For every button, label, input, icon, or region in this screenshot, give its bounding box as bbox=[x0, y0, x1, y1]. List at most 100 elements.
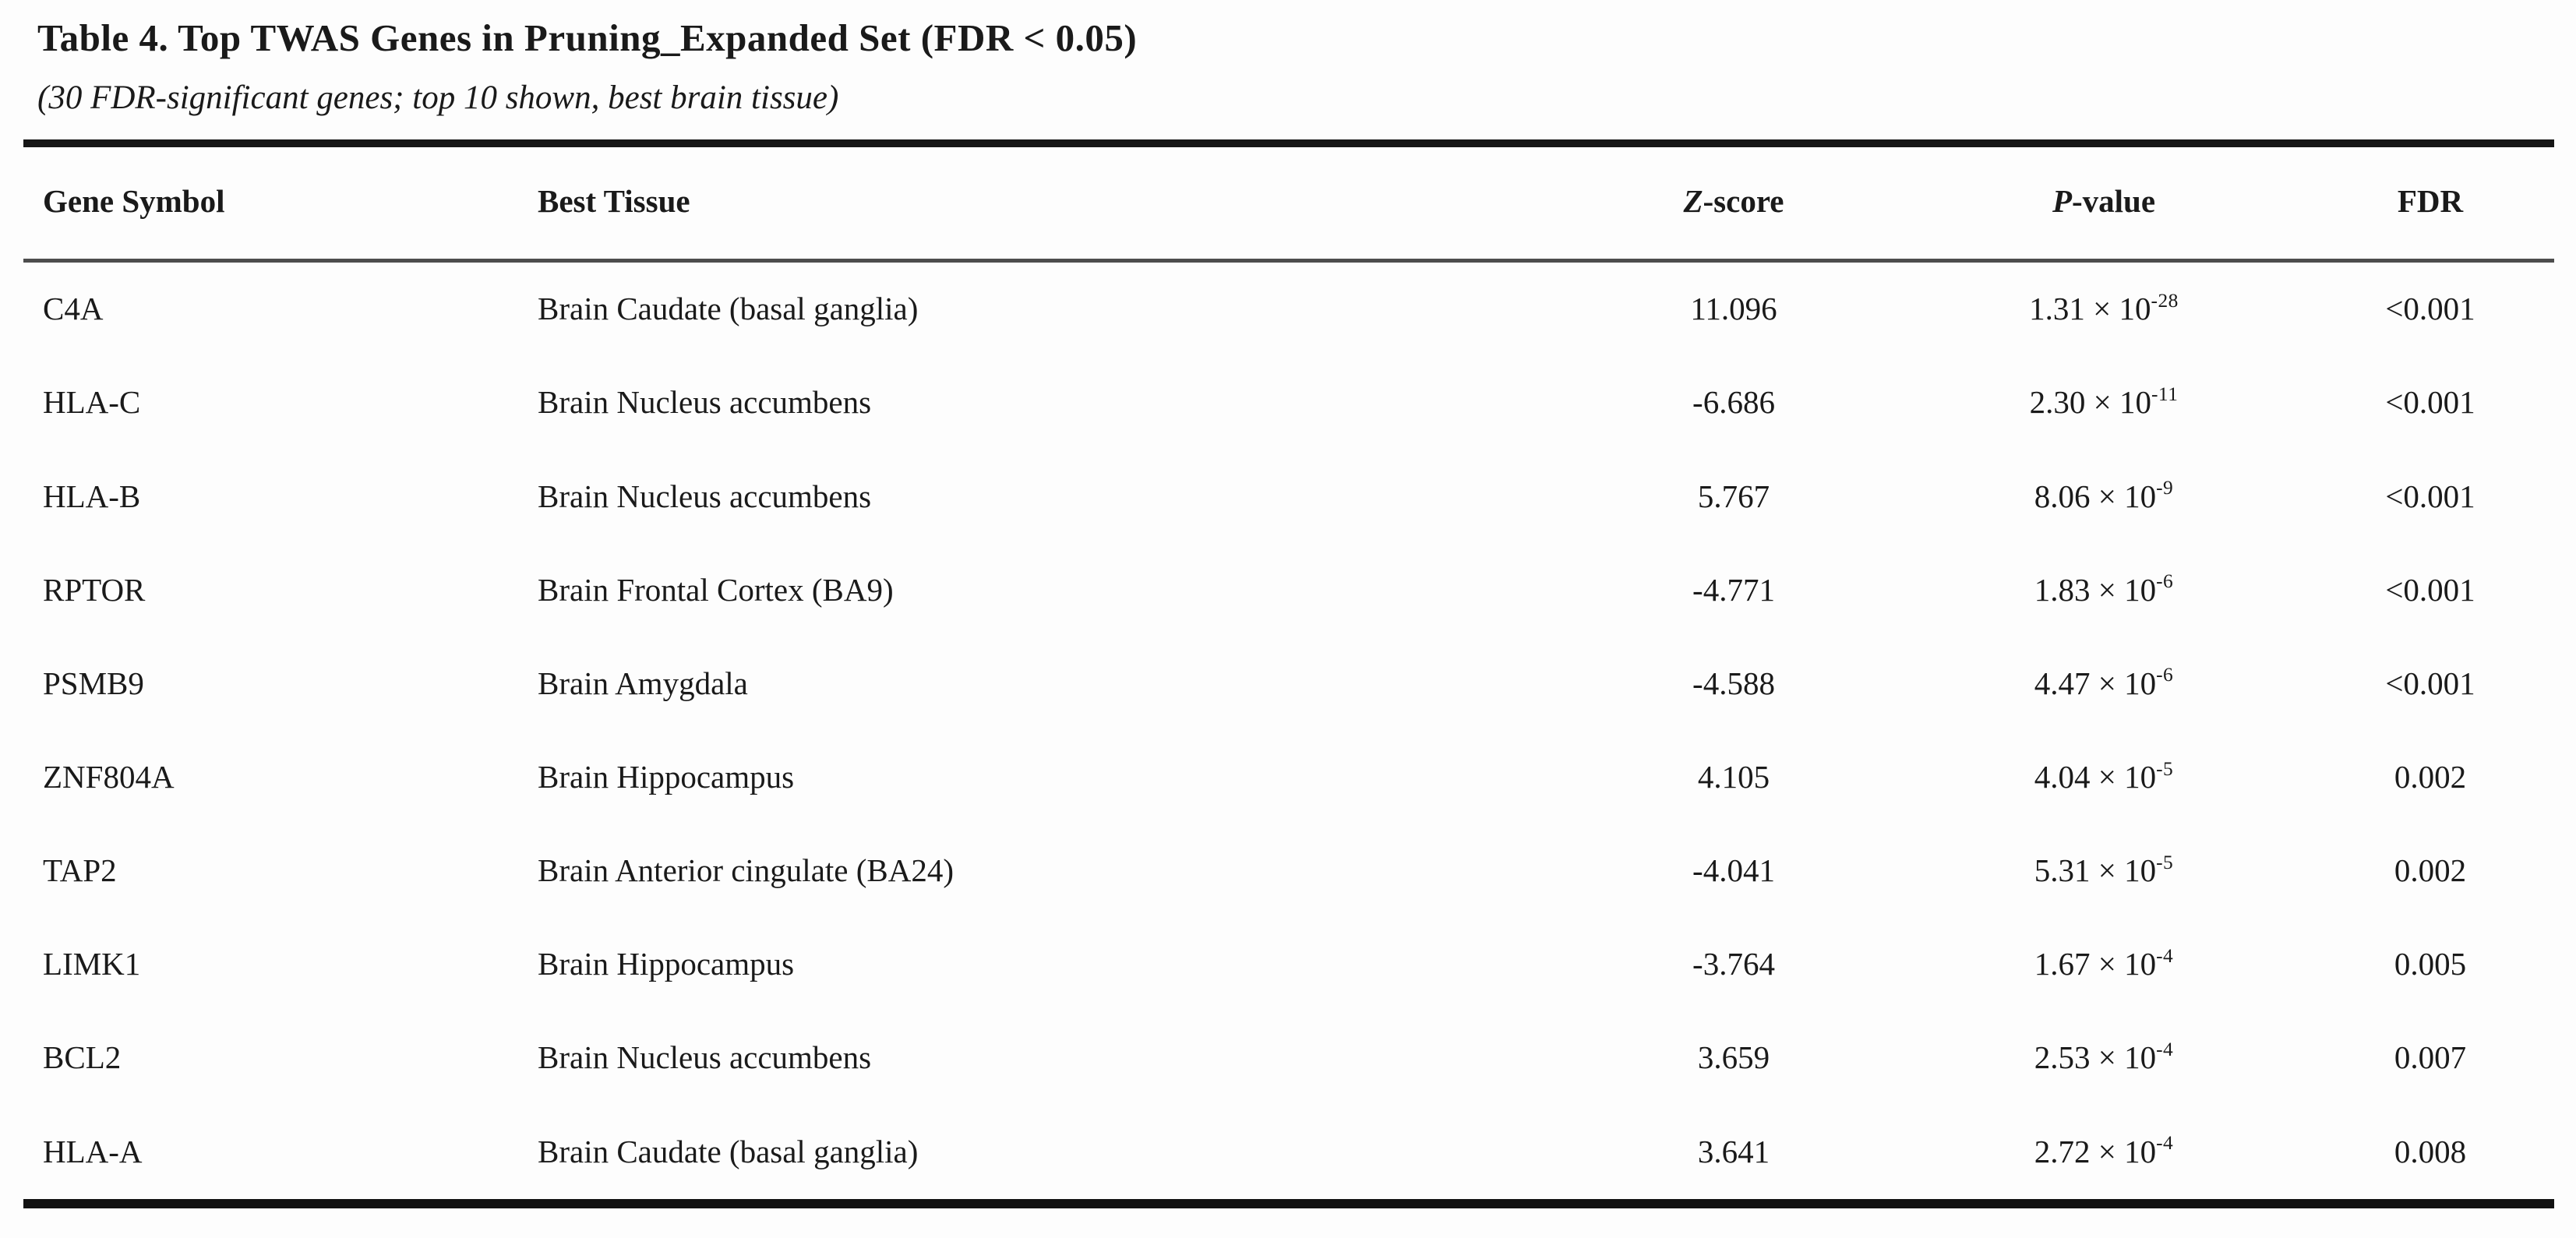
header-fdr-label: FDR bbox=[2397, 183, 2464, 220]
header-row: Gene Symbol Best Tissue Z-score P-value … bbox=[23, 143, 2554, 261]
column-header-z-score: Z-score bbox=[1566, 143, 1901, 261]
fdr-cell: <0.001 bbox=[2385, 384, 2475, 421]
header-z-label: -score bbox=[1703, 183, 1784, 220]
gene-symbol-cell: C4A bbox=[43, 291, 104, 327]
column-header-best-tissue: Best Tissue bbox=[538, 143, 1566, 261]
p-value-exponent: -5 bbox=[2156, 851, 2174, 873]
fdr-cell: 0.002 bbox=[2394, 852, 2467, 889]
fdr-cell: 0.002 bbox=[2394, 759, 2467, 795]
z-score-cell: 11.096 bbox=[1690, 291, 1777, 327]
header-tissue-label: Best Tissue bbox=[538, 183, 690, 220]
p-value-exponent: -4 bbox=[2156, 1132, 2174, 1155]
table-row: LIMK1 Brain Hippocampus -3.764 1.67 × 10… bbox=[23, 918, 2554, 1011]
table-row: HLA-B Brain Nucleus accumbens 5.767 8.06… bbox=[23, 450, 2554, 544]
p-value-base: 2.72 × 10 bbox=[2034, 1133, 2157, 1169]
p-value-exponent: -28 bbox=[2151, 289, 2179, 312]
best-tissue-cell: Brain Nucleus accumbens bbox=[538, 1039, 872, 1076]
p-value-base: 4.04 × 10 bbox=[2034, 759, 2157, 795]
p-value-cell: 8.06 × 10-9 bbox=[1901, 450, 2306, 544]
p-value-base: 2.30 × 10 bbox=[2029, 384, 2151, 421]
gene-symbol-cell: PSMB9 bbox=[43, 665, 144, 701]
header-p-em: P bbox=[2052, 183, 2072, 220]
fdr-cell: 0.007 bbox=[2394, 1039, 2467, 1076]
z-score-cell: -4.771 bbox=[1692, 571, 1775, 608]
best-tissue-cell: Brain Nucleus accumbens bbox=[538, 384, 872, 421]
p-value-base: 8.06 × 10 bbox=[2034, 478, 2157, 514]
gene-symbol-cell: HLA-B bbox=[43, 478, 141, 514]
z-score-cell: 5.767 bbox=[1697, 478, 1770, 514]
p-value-cell: 2.53 × 10-4 bbox=[1901, 1011, 2306, 1105]
gene-symbol-cell: HLA-A bbox=[43, 1133, 143, 1169]
fdr-cell: <0.001 bbox=[2385, 478, 2475, 514]
gene-symbol-cell: TAP2 bbox=[43, 852, 117, 889]
header-p-label: -value bbox=[2072, 183, 2156, 220]
p-value-exponent: -9 bbox=[2156, 477, 2174, 499]
z-score-cell: 4.105 bbox=[1697, 759, 1770, 795]
z-score-cell: -4.041 bbox=[1692, 852, 1775, 889]
z-score-cell: -6.686 bbox=[1692, 384, 1775, 421]
table-subtitle: (30 FDR-significant genes; top 10 shown,… bbox=[37, 79, 839, 116]
best-tissue-cell: Brain Hippocampus bbox=[538, 946, 795, 982]
p-value-exponent: -6 bbox=[2156, 570, 2174, 593]
table-row: ZNF804A Brain Hippocampus 4.105 4.04 × 1… bbox=[23, 731, 2554, 824]
p-value-cell: 4.47 × 10-6 bbox=[1901, 637, 2306, 731]
p-value-base: 1.31 × 10 bbox=[2029, 291, 2151, 327]
p-value-base: 4.47 × 10 bbox=[2034, 665, 2157, 701]
best-tissue-cell: Brain Anterior cingulate (BA24) bbox=[538, 852, 955, 889]
z-score-cell: 3.641 bbox=[1697, 1133, 1770, 1169]
best-tissue-cell: Brain Caudate (basal ganglia) bbox=[538, 1133, 919, 1169]
column-header-p-value: P-value bbox=[1901, 143, 2306, 261]
p-value-cell: 1.67 × 10-4 bbox=[1901, 918, 2306, 1011]
best-tissue-cell: Brain Caudate (basal ganglia) bbox=[538, 291, 919, 327]
fdr-cell: <0.001 bbox=[2385, 571, 2475, 608]
p-value-cell: 1.31 × 10-28 bbox=[1901, 261, 2306, 357]
p-value-base: 1.67 × 10 bbox=[2034, 946, 2157, 982]
header-z-em: Z bbox=[1683, 183, 1703, 220]
best-tissue-cell: Brain Amygdala bbox=[538, 665, 748, 701]
p-value-cell: 2.30 × 10-11 bbox=[1901, 356, 2306, 450]
p-value-cell: 1.83 × 10-6 bbox=[1901, 544, 2306, 637]
gene-symbol-cell: ZNF804A bbox=[43, 759, 175, 795]
table-title: Table 4. Top TWAS Genes in Pruning_Expan… bbox=[37, 16, 1138, 59]
twas-genes-table: Gene Symbol Best Tissue Z-score P-value … bbox=[23, 139, 2554, 1208]
table-row: HLA-A Brain Caudate (basal ganglia) 3.64… bbox=[23, 1106, 2554, 1204]
p-value-cell: 5.31 × 10-5 bbox=[1901, 824, 2306, 918]
table-row: RPTOR Brain Frontal Cortex (BA9) -4.771 … bbox=[23, 544, 2554, 637]
p-value-exponent: -5 bbox=[2156, 757, 2174, 780]
fdr-cell: <0.001 bbox=[2385, 291, 2475, 327]
table-row: PSMB9 Brain Amygdala -4.588 4.47 × 10-6 … bbox=[23, 637, 2554, 731]
p-value-cell: 2.72 × 10-4 bbox=[1901, 1106, 2306, 1204]
p-value-exponent: -6 bbox=[2156, 664, 2174, 686]
p-value-base: 1.83 × 10 bbox=[2034, 571, 2157, 608]
table-header: Gene Symbol Best Tissue Z-score P-value … bbox=[23, 143, 2554, 261]
p-value-cell: 4.04 × 10-5 bbox=[1901, 731, 2306, 824]
best-tissue-cell: Brain Nucleus accumbens bbox=[538, 478, 872, 514]
best-tissue-cell: Brain Frontal Cortex (BA9) bbox=[538, 571, 894, 608]
best-tissue-cell: Brain Hippocampus bbox=[538, 759, 795, 795]
z-score-cell: -3.764 bbox=[1692, 946, 1775, 982]
fdr-cell: <0.001 bbox=[2385, 665, 2475, 701]
gene-symbol-cell: LIMK1 bbox=[43, 946, 141, 982]
gene-symbol-cell: BCL2 bbox=[43, 1039, 122, 1076]
fdr-cell: 0.005 bbox=[2394, 946, 2467, 982]
p-value-base: 2.53 × 10 bbox=[2034, 1039, 2157, 1076]
z-score-cell: -4.588 bbox=[1692, 665, 1775, 701]
p-value-exponent: -11 bbox=[2151, 383, 2179, 405]
table-row: HLA-C Brain Nucleus accumbens -6.686 2.3… bbox=[23, 356, 2554, 450]
gene-symbol-cell: HLA-C bbox=[43, 384, 141, 421]
fdr-cell: 0.008 bbox=[2394, 1133, 2467, 1169]
header-gene-label: Gene Symbol bbox=[43, 183, 225, 220]
z-score-cell: 3.659 bbox=[1697, 1039, 1770, 1076]
table-body: C4A Brain Caudate (basal ganglia) 11.096… bbox=[23, 261, 2554, 1204]
table-row: C4A Brain Caudate (basal ganglia) 11.096… bbox=[23, 261, 2554, 357]
p-value-exponent: -4 bbox=[2156, 944, 2174, 967]
p-value-exponent: -4 bbox=[2156, 1038, 2174, 1060]
gene-symbol-cell: RPTOR bbox=[43, 571, 146, 608]
table-caption-block: Table 4. Top TWAS Genes in Pruning_Expan… bbox=[0, 0, 2576, 116]
table-row: BCL2 Brain Nucleus accumbens 3.659 2.53 … bbox=[23, 1011, 2554, 1105]
column-header-fdr: FDR bbox=[2306, 143, 2554, 261]
p-value-base: 5.31 × 10 bbox=[2034, 852, 2157, 889]
column-header-gene-symbol: Gene Symbol bbox=[23, 143, 538, 261]
table-row: TAP2 Brain Anterior cingulate (BA24) -4.… bbox=[23, 824, 2554, 918]
